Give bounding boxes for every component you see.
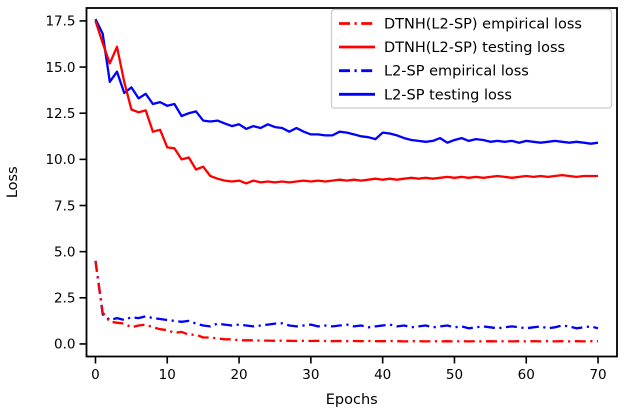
y-axis-label: Loss	[5, 166, 21, 198]
x-tick-label: 70	[589, 367, 606, 383]
series-line-dtnh-l2-sp-testing-loss	[94, 20, 598, 185]
legend-label: DTNH(L2-SP) empirical loss	[384, 17, 582, 33]
x-tick-label: 50	[446, 367, 463, 383]
y-tick-label: 12.5	[45, 106, 75, 122]
legend-item: L2-SP empirical loss	[339, 64, 529, 80]
legend-item: L2-SP testing loss	[339, 87, 512, 103]
legend-item: DTNH(L2-SP) empirical loss	[339, 17, 582, 33]
x-tick-label: 30	[302, 367, 319, 383]
x-axis: 0 10 20 30 40 50 60 70	[91, 356, 607, 383]
y-tick-label: 10.0	[45, 152, 75, 168]
y-tick-label: 2.5	[54, 291, 75, 307]
x-axis-label: Epochs	[326, 392, 378, 408]
series-line-l2-sp-empirical-loss	[94, 260, 599, 330]
x-tick-label: 60	[518, 367, 535, 383]
legend-label: L2-SP empirical loss	[384, 64, 529, 80]
legend-box	[330, 8, 613, 109]
legend: DTNH(L2-SP) empirical loss DTNH(L2-SP) te…	[330, 8, 613, 109]
legend-label: DTNH(L2-SP) testing loss	[384, 40, 565, 56]
series-line-l2-sp-testing-loss	[94, 18, 599, 145]
x-tick-label: 20	[230, 367, 247, 383]
x-tick-label: 40	[374, 367, 391, 383]
y-tick-label: 15.0	[45, 60, 75, 76]
legend-item: DTNH(L2-SP) testing loss	[339, 40, 565, 56]
y-axis: 0.0 2.5 5.0 7.5 10.0 12.5 15.0 17.5	[45, 14, 87, 353]
series-line-dtnh-l2-sp-empirical-loss	[94, 260, 598, 343]
y-tick-label: 17.5	[45, 14, 75, 30]
x-tick-label: 10	[159, 367, 176, 383]
y-tick-label: 5.0	[54, 244, 75, 260]
x-tick-label: 0	[91, 367, 100, 383]
legend-label: L2-SP testing loss	[384, 87, 512, 103]
y-tick-label: 0.0	[54, 337, 75, 353]
y-tick-label: 7.5	[54, 198, 75, 214]
